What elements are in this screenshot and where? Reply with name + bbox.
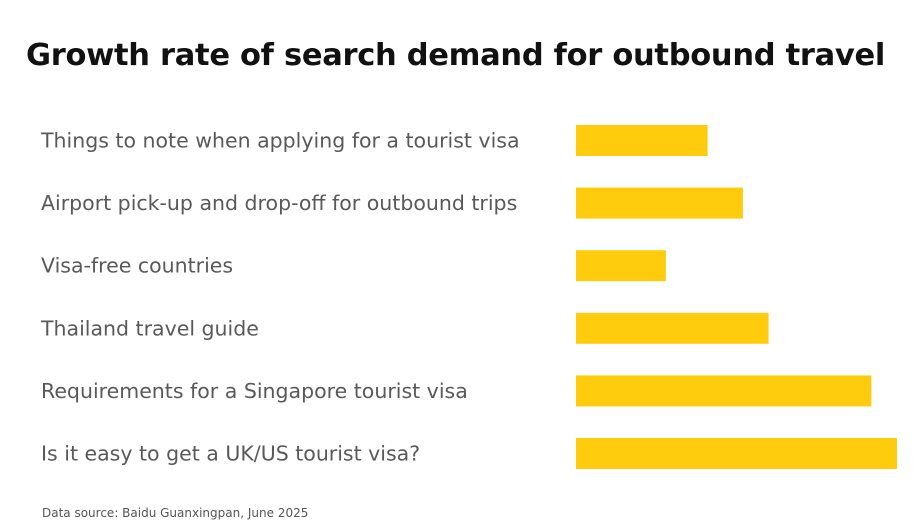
- category-label: Thailand travel guide: [40, 316, 259, 340]
- bar: [576, 125, 708, 156]
- bar: [576, 187, 743, 219]
- category-label: Requirements for a Singapore tourist vis…: [41, 379, 468, 403]
- bar: [576, 250, 666, 282]
- category-label: Airport pick-up and drop-off for outboun…: [41, 191, 517, 215]
- category-label: Visa-free countries: [41, 254, 233, 278]
- bar-chart: Things to note when applying for a touri…: [40, 125, 897, 469]
- bar: [576, 312, 769, 344]
- chart-title: Growth rate of search demand for outboun…: [26, 38, 886, 73]
- data-source-note: Data source: Baidu Guanxingpan, June 202…: [42, 506, 309, 520]
- bar: [576, 375, 872, 407]
- category-label: Things to note when applying for a touri…: [40, 129, 520, 153]
- category-label: Is it easy to get a UK/US tourist visa?: [41, 442, 420, 466]
- bar: [576, 438, 897, 469]
